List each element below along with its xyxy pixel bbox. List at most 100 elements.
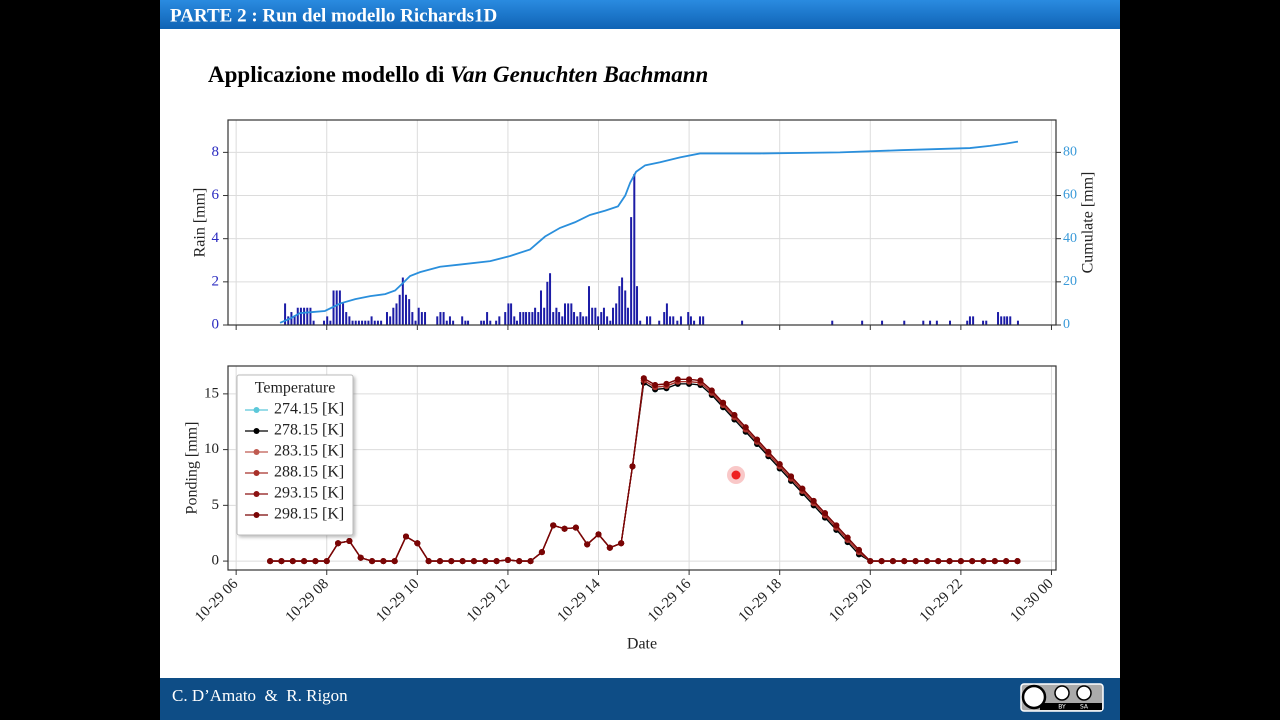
series-marker: [278, 558, 285, 565]
rain-bar: [630, 217, 633, 325]
rain-bar: [591, 307, 594, 325]
rain-bar: [702, 316, 705, 325]
rain-bar: [929, 320, 932, 325]
rain-bar: [498, 316, 501, 325]
rain-bar: [329, 320, 332, 325]
series-marker: [765, 448, 772, 455]
rain-bar: [624, 290, 627, 325]
rain-bar: [561, 316, 564, 325]
rain-bar: [687, 312, 690, 325]
rain-bar: [414, 320, 417, 325]
rain-bar: [546, 281, 549, 325]
series-marker: [504, 556, 511, 563]
slide-title-italic: Van Genuchten Bachmann: [450, 62, 708, 87]
y2-tick-label: 20: [1063, 274, 1077, 289]
y2-tick-label: 40: [1063, 231, 1077, 246]
series-marker: [652, 381, 659, 388]
series-marker: [720, 399, 727, 406]
rain-bar: [567, 303, 570, 325]
rain-bar: [861, 320, 864, 325]
rain-bar: [922, 320, 925, 325]
rain-bar: [287, 316, 290, 325]
rain-bar: [679, 316, 682, 325]
series-marker: [459, 558, 466, 565]
rain-bar: [563, 303, 566, 325]
rain-bar: [633, 173, 636, 325]
series-marker: [403, 533, 410, 540]
rain-bar: [299, 307, 302, 325]
rain-bar: [676, 320, 679, 325]
rain-bar: [645, 316, 648, 325]
rain-bar: [436, 316, 439, 325]
rain-bar: [303, 307, 306, 325]
rain-bar: [602, 307, 605, 325]
rain-bar: [284, 303, 287, 325]
rain-bar: [558, 312, 561, 325]
y-tick-label: 4: [212, 230, 220, 246]
series-marker: [844, 534, 851, 541]
series-marker: [686, 376, 693, 383]
rain-bar: [600, 312, 603, 325]
rain-bar: [1000, 316, 1003, 325]
rain-bar: [966, 320, 969, 325]
rain-bar: [439, 312, 442, 325]
by-icon: [1054, 685, 1070, 701]
rain-bar: [367, 320, 370, 325]
rain-bar: [1006, 316, 1009, 325]
series-marker: [867, 558, 874, 565]
series-marker: [855, 546, 862, 553]
series-marker: [640, 375, 647, 382]
legend-title: Temperature: [255, 380, 336, 397]
rain-bar: [448, 316, 451, 325]
rain-bar: [579, 312, 582, 325]
series-marker: [267, 558, 274, 565]
rain-bar: [507, 303, 510, 325]
series-marker: [346, 538, 353, 545]
series-marker: [946, 558, 953, 565]
y-axis-label: Ponding [mm]: [184, 422, 201, 515]
series-marker: [799, 485, 806, 492]
y-tick-label: 0: [212, 553, 220, 569]
rain-bar: [420, 312, 423, 325]
series-marker: [901, 558, 908, 565]
rain-bar: [351, 320, 354, 325]
rain-bar: [985, 320, 988, 325]
series-marker: [527, 558, 534, 565]
series-marker: [572, 524, 579, 531]
rain-bar: [935, 320, 938, 325]
rain-bar: [522, 312, 525, 325]
series-marker: [1003, 558, 1010, 565]
rain-bar: [903, 320, 906, 325]
series-marker: [436, 558, 443, 565]
series-marker: [969, 558, 976, 565]
rain-bar: [312, 320, 315, 325]
rain-bar: [612, 307, 615, 325]
footer-bar: [160, 678, 1120, 720]
rain-bar: [621, 277, 624, 325]
legend-box: [236, 374, 354, 536]
series-marker: [289, 558, 296, 565]
series-marker: [470, 558, 477, 565]
rain-bar: [636, 286, 639, 325]
footer-authors: C. D’Amato & R. Rigon: [172, 686, 348, 705]
legend-swatch-marker: [253, 407, 260, 413]
rain-bar: [380, 320, 383, 325]
rain-bar: [442, 312, 445, 325]
rain-bar: [489, 320, 492, 325]
plot-frame: [227, 119, 1057, 326]
rain-bar: [395, 303, 398, 325]
rain-bar: [486, 312, 489, 325]
rain-bar: [689, 316, 692, 325]
header-title: PARTE 2 : Run del modello Richards1D: [170, 5, 497, 26]
series-marker: [380, 558, 387, 565]
rain-bar: [1016, 320, 1019, 325]
rain-bar: [1009, 316, 1012, 325]
badge-strip: [1040, 703, 1102, 710]
series-marker: [980, 558, 987, 565]
slide-title-prefix: Applicazione modello di: [208, 62, 450, 87]
slide-title: Applicazione modello di Van Genuchten Ba…: [208, 62, 708, 87]
series-marker: [776, 461, 783, 468]
series-marker: [595, 531, 602, 538]
rain-bar: [626, 307, 629, 325]
